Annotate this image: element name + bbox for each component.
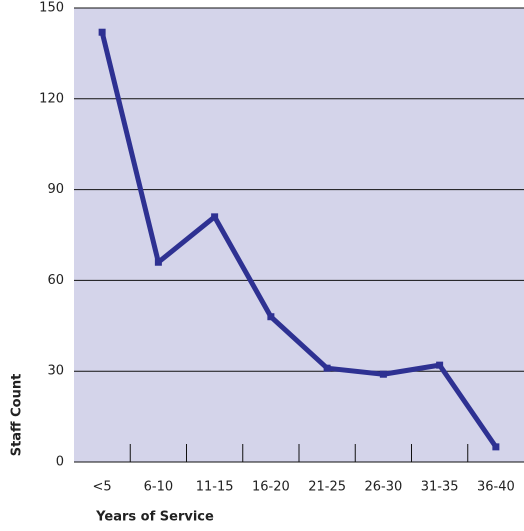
x-tick-label: 16-20 (252, 480, 290, 495)
marker (492, 443, 500, 451)
x-tick-label: 6-10 (144, 480, 174, 495)
x-tick-label: 26-30 (364, 480, 402, 495)
y-tick-label: 0 (56, 455, 64, 470)
marker (267, 313, 275, 321)
marker (323, 364, 331, 372)
marker (154, 258, 162, 266)
y-axis-title: Staff Count (10, 374, 25, 457)
line (99, 31, 498, 449)
x-tick-label: 11-15 (196, 480, 234, 495)
marker (436, 361, 444, 369)
x-tick-label: 36-40 (477, 480, 515, 495)
y-tick-label: 30 (47, 364, 64, 379)
x-axis-title: Years of Service (95, 510, 214, 525)
marker (379, 370, 387, 378)
plot-background (74, 8, 524, 462)
y-tick-label: 150 (39, 1, 64, 16)
y-tick-label: 120 (39, 91, 64, 106)
x-tick-label: 21-25 (308, 480, 346, 495)
y-tick-label: 90 (47, 182, 64, 197)
y-tick-label: 60 (47, 273, 64, 288)
x-tick-label: <5 (93, 480, 112, 495)
marker (211, 213, 219, 221)
marker (98, 28, 106, 36)
x-tick-label: 31-35 (421, 480, 459, 495)
